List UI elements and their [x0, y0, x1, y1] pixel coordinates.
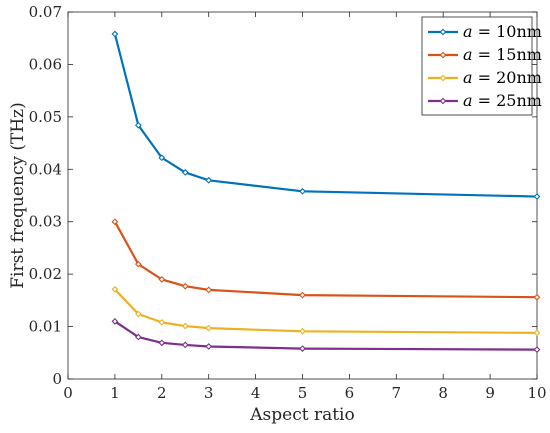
y-tick-label: 0: [52, 370, 62, 388]
legend-variable: a: [463, 91, 473, 110]
data-point: [299, 291, 306, 299]
legend-value: = 20nm: [473, 68, 542, 87]
x-tick-label: 9: [485, 384, 495, 402]
x-tick-label: 3: [204, 384, 214, 402]
data-point: [533, 193, 541, 200]
y-tick-label: 0.01: [29, 318, 62, 336]
data-point: [205, 176, 213, 184]
x-tick-label: 5: [298, 384, 308, 402]
x-tick-label: 4: [251, 384, 261, 402]
data-point: [205, 343, 213, 350]
legend-marker: [439, 51, 447, 59]
x-tick-label: 1: [110, 384, 120, 402]
x-tick-label: 7: [392, 384, 402, 402]
data-point: [181, 169, 189, 176]
data-point: [205, 286, 213, 294]
data-point: [533, 329, 541, 337]
legend-value: = 10nm: [473, 22, 542, 41]
data-point: [158, 339, 166, 347]
legend-marker: [439, 97, 447, 105]
x-tick-label: 2: [157, 384, 167, 402]
x-axis-ticks: 0 1 2 3 4 5 6 7 8 9 10: [63, 12, 547, 402]
data-point: [181, 282, 189, 290]
y-tick-label: 0.02: [29, 265, 62, 283]
series-layer: [111, 30, 541, 354]
y-tick-label: 0.03: [29, 213, 62, 231]
y-tick-label: 0.07: [29, 3, 62, 21]
data-point: [134, 333, 142, 341]
y-tick-label: 0.05: [29, 108, 62, 126]
data-point: [111, 30, 119, 38]
data-point: [111, 317, 119, 325]
legend-box: [421, 16, 533, 116]
legend-marker: [439, 28, 447, 36]
y-axis-ticks: 0 0.01 0.02 0.03 0.04 0.05 0.06 0.07: [29, 3, 537, 388]
legend-label: a = 25nm: [463, 91, 542, 110]
y-tick-label: 0.04: [29, 160, 62, 178]
data-point: [205, 324, 213, 332]
x-tick-label: 8: [438, 384, 448, 402]
legend-variable: a: [463, 22, 473, 41]
legend-label: a = 20nm: [463, 68, 542, 87]
data-point: [181, 341, 189, 349]
y-axis-label: First frequency (THz): [8, 102, 28, 289]
legend-label: a = 10nm: [463, 22, 542, 41]
data-point: [134, 310, 142, 318]
legend-variable: a: [463, 68, 473, 87]
data-point: [134, 260, 142, 268]
x-tick-label: 10: [527, 384, 546, 402]
legend-marker: [439, 74, 447, 82]
x-tick-label: 0: [63, 384, 73, 402]
legend-variable: a: [463, 45, 473, 64]
legend-value: = 25nm: [473, 91, 542, 110]
data-point: [158, 276, 166, 283]
legend-value: = 15nm: [473, 45, 542, 64]
data-point: [299, 187, 306, 195]
data-point: [134, 121, 142, 129]
data-point: [158, 154, 166, 162]
legend-label: a = 15nm: [463, 45, 542, 64]
data-point: [181, 322, 189, 330]
data-point: [111, 285, 119, 293]
x-tick-label: 6: [345, 384, 355, 402]
y-tick-label: 0.06: [29, 55, 62, 73]
x-axis-label: Aspect ratio: [249, 405, 354, 425]
data-point: [299, 345, 306, 352]
data-point: [299, 327, 306, 335]
data-point: [533, 293, 541, 301]
data-point: [533, 346, 541, 354]
data-point: [111, 218, 119, 226]
data-point: [158, 318, 166, 326]
